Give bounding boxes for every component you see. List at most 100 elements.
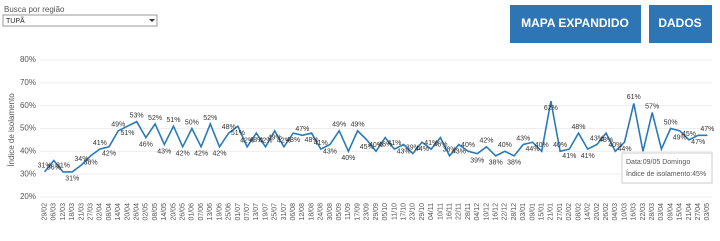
x-tick-label: 25/07 <box>272 203 279 221</box>
x-tick-label: 14/04 <box>115 203 122 221</box>
x-tick-label: 02/02 <box>566 203 573 221</box>
x-tick-label: 28/11 <box>465 203 472 220</box>
x-tick-label: 28/12 <box>511 203 518 221</box>
y-tick-label: 60% <box>20 101 36 110</box>
data-label: 43% <box>590 135 604 142</box>
data-label: 42% <box>194 151 208 158</box>
x-tick-label: 16/11 <box>446 203 453 220</box>
x-tick-label: 22/12 <box>502 203 509 221</box>
line <box>43 100 708 173</box>
data-label: 50% <box>185 119 199 126</box>
x-tick-label: 05/09 <box>336 203 343 221</box>
x-tick-label: 16/03 <box>631 203 638 221</box>
x-tick-label: 26/04 <box>134 203 141 221</box>
data-label: 44% <box>415 146 429 153</box>
button[interactable] <box>510 5 641 43</box>
data-label: 48% <box>249 137 263 144</box>
data-label: 52% <box>203 115 217 122</box>
x-tick-label: 27/03 <box>87 203 94 221</box>
x-tick-label: 07/07 <box>244 203 251 221</box>
data-label: 43% <box>323 148 337 155</box>
x-tick-label: 30/08 <box>327 203 334 221</box>
data-label: 31% <box>38 163 52 170</box>
x-tick-label: 09/04 <box>667 203 674 221</box>
data-label: 62% <box>544 105 558 112</box>
dropdown[interactable] <box>2 14 158 27</box>
data-label: 51% <box>120 130 134 137</box>
x-tick-label: 08/02 <box>575 203 582 221</box>
data-label: 57% <box>645 103 659 110</box>
data-label: 45% <box>360 144 374 151</box>
x-tick-label: 21/04 <box>686 203 693 221</box>
data-label: 43% <box>397 148 411 155</box>
x-tick-label: 02/04 <box>97 203 104 221</box>
x-tick-label: 18/08 <box>308 203 315 221</box>
x-tick-label: 02/05 <box>143 203 150 221</box>
data-label: 48% <box>599 137 613 144</box>
data-label: 40% <box>535 142 549 149</box>
data-label: 44% <box>618 146 632 153</box>
data-label: 40% <box>553 142 567 149</box>
x-tick-label: 17/09 <box>354 203 361 221</box>
x-tick-label: 21/01 <box>548 203 555 221</box>
x-tick-label: 09/01 <box>529 203 536 221</box>
filter-label: Busca por região <box>4 5 65 14</box>
x-tick-label: 11/09 <box>345 203 352 220</box>
data-label: 38% <box>443 147 457 154</box>
x-tick-label: 08/04 <box>106 203 113 221</box>
x-tick-label: 10/12 <box>483 203 490 221</box>
data-label: 41% <box>424 140 438 147</box>
x-tick-label: 29/10 <box>419 203 426 221</box>
data-label: 46% <box>433 141 447 148</box>
data-label: 41% <box>581 153 595 160</box>
x-tick-label: 04/12 <box>474 203 481 221</box>
data-label: 42% <box>277 138 291 145</box>
data-label: 49% <box>268 135 282 142</box>
data-label: 51% <box>166 117 180 124</box>
plot: 20%30%40%50%60%70%80%29/02 06/03 12/03 18/0… <box>20 55 714 220</box>
x-tick-label: 25/06 <box>226 203 233 221</box>
x-tick-label: 27/04 <box>695 203 702 221</box>
x-tick-label: 06/03 <box>51 203 58 221</box>
x-tick-label: 23/09 <box>364 203 371 221</box>
data-label: 43% <box>516 135 530 142</box>
x-tick-label: 31/07 <box>281 203 288 221</box>
data-label: 41% <box>314 140 328 147</box>
data-label: 44% <box>525 146 539 153</box>
x-tick-label: 01/07 <box>235 203 242 221</box>
data-label: 38% <box>489 160 503 167</box>
data-label: 49% <box>673 135 687 142</box>
data-label: 40% <box>369 142 383 149</box>
data-label: 42% <box>479 138 493 145</box>
data-label: 52% <box>148 115 162 122</box>
data-label: 34% <box>74 156 88 163</box>
x-tick-label: 11/10 <box>391 203 398 220</box>
x-tick-label: 03/04 <box>658 203 665 221</box>
button[interactable] <box>649 5 712 43</box>
y-tick-label: 50% <box>20 124 36 133</box>
button-label[interactable]: MAPA EXPANDIDO <box>521 16 629 30</box>
data-label: 42% <box>102 151 116 158</box>
x-tick-label: 03/05 <box>704 203 711 221</box>
data-label: 51% <box>231 130 245 137</box>
tooltip <box>621 152 713 184</box>
x-tick-label: 29/02 <box>41 203 48 221</box>
data-label: 46% <box>139 141 153 148</box>
x-tick-label: 07/06 <box>198 203 205 221</box>
y-tick-label: 70% <box>20 78 36 87</box>
x-tick-label: 04/03 <box>612 203 619 221</box>
x-tick-label: 28/03 <box>649 203 656 221</box>
data-label: 42% <box>240 138 254 145</box>
data-label: 40% <box>498 142 512 149</box>
data-label: 49% <box>111 122 125 129</box>
data-label: 31% <box>65 176 79 183</box>
dropdown-value[interactable]: TUPÃ <box>6 16 25 25</box>
data-label: 49% <box>332 122 346 129</box>
dropdown-arrow <box>149 19 155 22</box>
x-tick-label: 12/03 <box>60 203 67 221</box>
data-label: 48% <box>572 124 586 131</box>
x-tick-label: 05/10 <box>382 203 389 221</box>
button-label[interactable]: DADOS <box>658 16 701 30</box>
x-tick-label: 10/11 <box>437 203 444 220</box>
